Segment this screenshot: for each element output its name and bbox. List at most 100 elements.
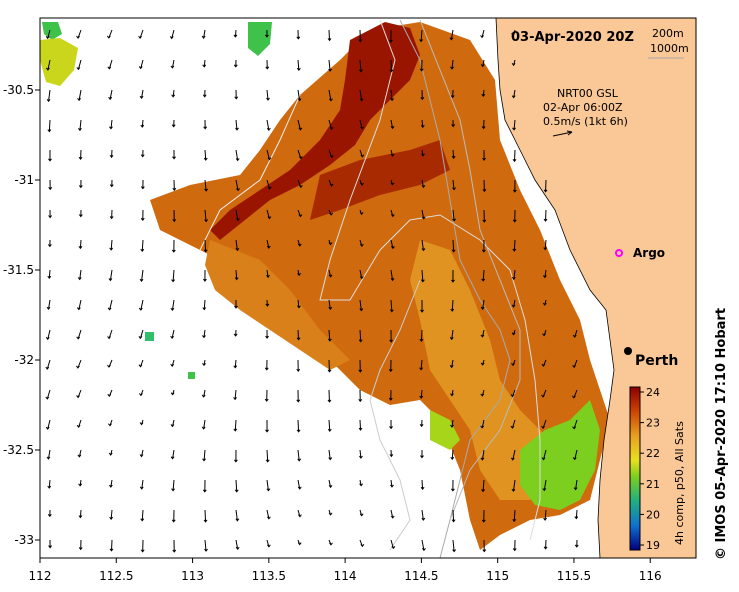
current-arrow-head <box>48 215 53 219</box>
current-arrow-head <box>45 366 50 370</box>
colorbar-tick-label: 19 <box>646 539 660 552</box>
current-arrow-head <box>47 275 52 279</box>
current-arrow-head <box>204 548 208 552</box>
current-arrow-head <box>421 517 426 521</box>
current-arrow-head <box>267 157 272 161</box>
sst-patch-speck-1 <box>145 332 154 341</box>
current-arrow <box>79 119 82 131</box>
current-arrow-head <box>76 395 80 399</box>
current-arrow-head <box>450 95 455 99</box>
current-arrow-head <box>139 278 144 283</box>
current-time: 02-Apr 06:00Z <box>543 101 623 114</box>
current-arrow-head <box>449 37 454 41</box>
current-arrow-head <box>109 184 114 188</box>
contour-200m-b <box>419 19 521 521</box>
current-arrow-head <box>106 35 111 39</box>
current-arrow-head <box>47 129 52 133</box>
current-arrow-head <box>572 426 576 430</box>
current-arrow-head <box>235 518 240 522</box>
current-arrow-head <box>389 69 394 73</box>
current-arrow <box>140 59 144 69</box>
current-arrow-head <box>107 307 112 311</box>
current-arrow-head <box>234 96 239 100</box>
current-arrow <box>359 299 362 311</box>
current-arrow-head <box>542 275 547 279</box>
current-arrow-head <box>511 95 516 99</box>
current-arrow <box>266 89 269 101</box>
current-arrow-head <box>450 66 454 70</box>
current-arrow-head <box>202 458 206 462</box>
current-arrow <box>235 239 238 251</box>
x-tick-label: 113 <box>181 569 204 583</box>
current-arrow-head <box>542 302 547 306</box>
current-arrow-head <box>419 424 424 428</box>
current-arrow-head <box>511 332 516 336</box>
current-arrow <box>390 479 393 488</box>
current-arrow-head <box>171 249 176 253</box>
y-tick-label: -31.5 <box>3 263 34 277</box>
current-arrow-head <box>203 519 208 523</box>
current-arrow-head <box>452 218 456 222</box>
current-arrow-head <box>419 68 424 72</box>
current-arrow-head <box>328 242 333 246</box>
current-arrow-head <box>47 514 52 518</box>
current-arrow <box>452 179 455 190</box>
x-tick-label: 113.5 <box>252 569 286 583</box>
current-arrow <box>359 59 362 72</box>
current-arrow-head <box>543 218 548 222</box>
current-arrow <box>204 509 207 522</box>
current-arrow <box>172 479 175 491</box>
current-arrow-head <box>328 68 333 72</box>
x-tick-label: 115 <box>486 569 509 583</box>
current-arrow-head <box>450 456 455 461</box>
current-arrow-head <box>359 455 363 459</box>
current-arrow-head <box>171 488 175 492</box>
current-arrow-head <box>202 489 207 493</box>
current-arrow-head <box>234 305 238 309</box>
current-arrow <box>328 419 331 432</box>
current-arrow-head <box>296 337 301 341</box>
current-arrow-head <box>233 64 238 68</box>
current-arrow-head <box>451 279 455 283</box>
current-arrow-head <box>421 184 426 189</box>
argo-marker <box>615 249 623 257</box>
current-arrow <box>47 59 51 71</box>
current-arrow <box>79 509 82 518</box>
current-arrow <box>110 239 113 250</box>
current-arrow-head <box>109 516 114 521</box>
current-arrow <box>141 479 144 489</box>
current-arrow-head <box>543 247 548 251</box>
y-tick-label: -30.5 <box>3 83 34 97</box>
current-arrow-head <box>390 126 395 130</box>
current-arrow-head <box>390 98 394 102</box>
current-arrow-head <box>48 186 53 191</box>
current-arrow-head <box>327 369 332 373</box>
current-arrow <box>328 29 331 41</box>
current-arrow-head <box>140 549 145 553</box>
current-arrow-head <box>76 336 81 340</box>
current-arrow <box>421 509 424 521</box>
current-arrow-head <box>233 428 238 432</box>
current-arrow-head <box>140 518 145 522</box>
current-arrow-head <box>389 454 394 458</box>
current-arrow <box>512 449 516 460</box>
current-arrow-head <box>450 424 454 428</box>
current-arrow-head <box>419 338 424 342</box>
sst-patch-mid <box>410 240 570 500</box>
current-arrow-head <box>389 339 394 343</box>
current-arrow <box>48 89 51 102</box>
current-arrow <box>328 299 331 310</box>
current-arrow-head <box>329 183 334 187</box>
current-arrow-head <box>296 36 301 40</box>
current-arrow-head <box>327 38 332 42</box>
current-arrow-head <box>46 456 51 460</box>
sst-patch-nw-green <box>42 22 62 40</box>
current-arrow-head <box>480 35 484 39</box>
current-arrow-head <box>480 334 485 338</box>
current-arrow-head <box>543 546 548 550</box>
current-arrow-head <box>233 365 238 369</box>
current-arrow <box>234 419 237 431</box>
current-arrow-head <box>233 459 238 463</box>
current-arrow <box>390 509 394 518</box>
y-tick-label: -32 <box>14 353 34 367</box>
